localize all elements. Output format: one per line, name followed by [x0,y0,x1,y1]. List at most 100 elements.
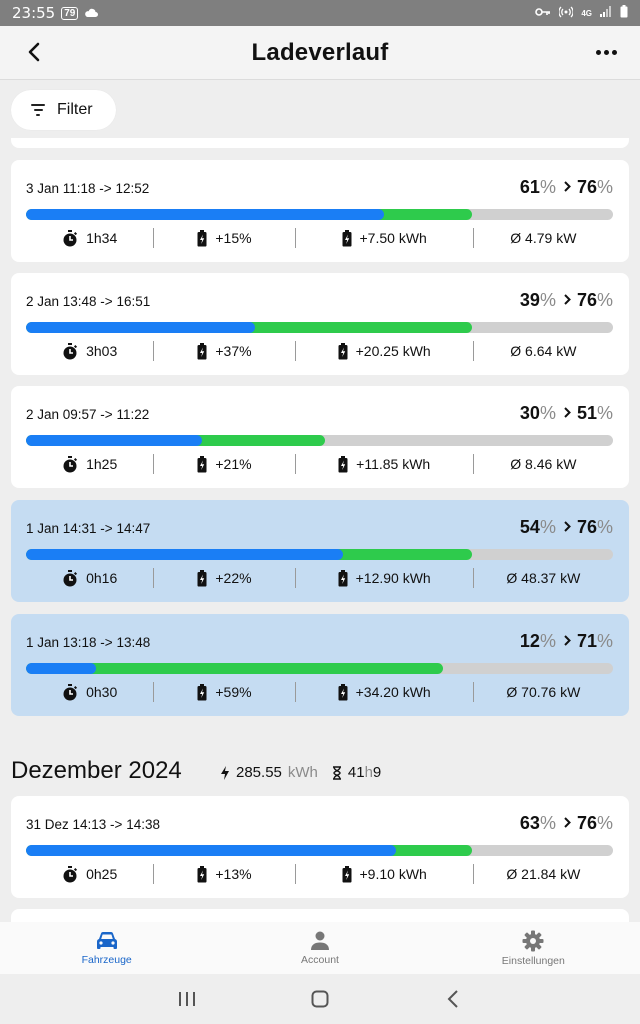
key-icon [535,7,551,20]
soc-progress-bar [26,322,613,333]
percent-sign: % [539,813,556,833]
duration-stat: 3h03 [26,340,153,362]
divider [472,228,474,248]
battery-icon [620,5,628,21]
chevron-right-icon [564,815,571,831]
avg-power-stat: Ø 48.37 kW [474,567,613,589]
session-time-range: 3 Jan 11:18 -> 12:52 [26,181,150,196]
duration-value: 0h25 [86,866,118,882]
duration-stat: 0h25 [26,863,153,885]
soc-progress-bar [26,549,613,560]
divider [472,454,474,474]
delta-pct-stat: +59% [154,681,294,703]
bottom-navigation: Fahrzeuge Account Einstellungen [0,922,640,974]
stopwatch-icon [63,683,78,700]
app-bar: Ladeverlauf [0,26,640,80]
session-stats: 0h30 +59% +34.20 kWh Ø 70.76 kW [26,681,613,703]
delta-pct-value: +15% [215,230,252,246]
recent-apps-icon [178,992,195,1006]
chevron-right-icon [564,179,571,195]
divider [153,341,155,361]
percent-sign: % [596,177,613,197]
avg-power-value: Ø 70.76 kW [506,684,581,700]
percent-sign: % [596,631,613,651]
percent-sign: % [596,517,613,537]
delta-pct-stat: +22% [154,567,294,589]
charging-session-card[interactable]: 2 Jan 09:57 -> 11:22 30% 51% 1h25 +21% +11.85… [11,386,629,488]
nav-settings[interactable]: Einstellungen [427,922,640,974]
energy-stat: +20.25 kWh [296,340,473,362]
delta-pct-value: +13% [215,866,252,882]
home-button[interactable] [300,979,340,1019]
divider [294,341,296,361]
session-stats: 1h25 +21% +11.85 kWh Ø 8.46 kW [26,453,613,475]
divider [472,682,474,702]
session-stats: 0h16 +22% +12.90 kWh Ø 48.37 kW [26,567,613,589]
session-end-pct: 76 [576,517,597,537]
duration-value: 0h30 [86,684,118,700]
battery-charging-icon [338,683,348,700]
stopwatch-icon [63,229,78,246]
partial-card [11,138,629,148]
energy-value: +20.25 kWh [355,343,431,359]
duration-value: 3h03 [86,343,118,359]
chevron-left-icon [28,42,40,62]
energy-stat: +34.20 kWh [296,681,473,703]
more-dot [595,49,601,55]
battery-charging-icon [197,683,207,700]
duration-stat: 0h16 [26,567,153,589]
avg-power-stat: Ø 70.76 kW [474,681,613,703]
gear-icon [522,930,544,951]
chevron-right-icon [564,292,571,308]
charging-session-card[interactable]: 1 Jan 14:31 -> 14:47 54% 76% 0h16 +22% +12.90… [11,500,629,602]
nav-vehicles[interactable]: Fahrzeuge [0,922,213,974]
notification-badge: 79 [61,6,79,20]
charged-segment [26,663,443,674]
soc-progress-bar [26,435,613,446]
percent-sign: % [539,177,556,197]
session-soc-range: 12% 71% [520,631,613,652]
energy-value: +34.20 kWh [355,684,431,700]
percent-sign: % [539,631,556,651]
charging-session-card[interactable]: 2 Jan 13:48 -> 16:51 39% 76% 3h03 +37% +20.25… [11,273,629,375]
avg-power-value: Ø 8.46 kW [510,456,577,472]
avg-power-value: Ø 21.84 kW [506,866,581,882]
duration-stat: 0h30 [26,681,153,703]
recent-apps-button[interactable] [167,979,207,1019]
month-summary: 285.55 kWh 41 h 9 [220,764,381,781]
nav-vehicles-label: Fahrzeuge [81,953,132,966]
charging-session-card[interactable]: 1 Jan 13:18 -> 13:48 12% 71% 0h30 +59% +34.20… [11,614,629,716]
start-soc-segment [26,845,396,856]
session-stats: 3h03 +37% +20.25 kWh Ø 6.64 kW [26,340,613,362]
energy-value: +9.10 kWh [359,866,427,882]
nav-settings-label: Einstellungen [501,954,565,967]
more-options-button[interactable] [590,38,622,66]
energy-stat: +9.10 kWh [296,863,473,885]
session-end-pct: 51 [576,403,597,423]
system-back-button[interactable] [433,979,473,1019]
charging-history-list[interactable]: Filter 3 Jan 11:18 -> 12:52 61% 76% 1h34 +15… [0,80,640,922]
month-header-title: Dezember 2024 [11,757,182,784]
filter-button[interactable]: Filter [11,90,116,130]
stopwatch-icon [63,865,78,882]
avg-power-stat: Ø 6.64 kW [474,340,613,362]
energy-stat: +7.50 kWh [296,227,473,249]
signal-icon [600,6,612,20]
divider [294,228,296,248]
energy-value: +7.50 kWh [359,230,427,246]
soc-progress-bar [26,663,613,674]
back-button[interactable] [20,38,48,66]
duration-value: 1h25 [86,456,118,472]
percent-sign: % [596,403,613,423]
energy-value: +11.85 kWh [356,456,431,472]
percent-sign: % [539,403,556,423]
divider [153,682,155,702]
divider [294,682,296,702]
divider [153,454,155,474]
charging-session-card[interactable]: 31 Dez 14:13 -> 14:38 63% 76% 0h25 +13% +9.10… [11,796,629,898]
divider [472,568,474,588]
hourglass-icon [332,765,341,780]
charging-session-card[interactable]: 3 Jan 11:18 -> 12:52 61% 76% 1h34 +15% +7.50 … [11,160,629,262]
nav-account[interactable]: Account [213,922,426,974]
back-arrow-icon [447,990,459,1008]
